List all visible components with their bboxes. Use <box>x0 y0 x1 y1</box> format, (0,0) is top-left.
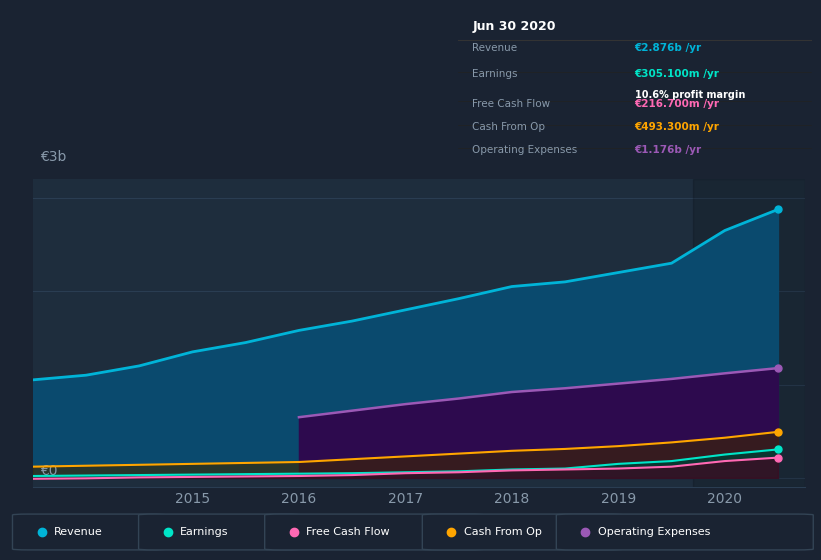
Text: Jun 30 2020: Jun 30 2020 <box>472 20 556 33</box>
Text: Operating Expenses: Operating Expenses <box>472 145 577 155</box>
Text: €305.100m /yr: €305.100m /yr <box>635 69 719 80</box>
Text: Revenue: Revenue <box>472 43 517 53</box>
Text: Cash From Op: Cash From Op <box>464 527 542 537</box>
Text: Revenue: Revenue <box>54 527 103 537</box>
Text: €216.700m /yr: €216.700m /yr <box>635 99 720 109</box>
Text: Cash From Op: Cash From Op <box>472 122 545 132</box>
Text: Free Cash Flow: Free Cash Flow <box>472 99 550 109</box>
FancyBboxPatch shape <box>139 514 301 550</box>
Text: €493.300m /yr: €493.300m /yr <box>635 122 719 132</box>
FancyBboxPatch shape <box>264 514 484 550</box>
Text: Free Cash Flow: Free Cash Flow <box>306 527 390 537</box>
FancyBboxPatch shape <box>12 514 165 550</box>
Text: €2.876b /yr: €2.876b /yr <box>635 43 702 53</box>
Text: Operating Expenses: Operating Expenses <box>598 527 710 537</box>
Text: €1.176b /yr: €1.176b /yr <box>635 145 702 155</box>
Text: Earnings: Earnings <box>181 527 229 537</box>
Text: €0: €0 <box>40 464 58 478</box>
Text: 10.6% profit margin: 10.6% profit margin <box>635 90 745 100</box>
Bar <box>693 179 805 487</box>
FancyBboxPatch shape <box>422 514 622 550</box>
FancyBboxPatch shape <box>557 514 814 550</box>
Text: €3b: €3b <box>40 150 67 164</box>
Text: Earnings: Earnings <box>472 69 518 80</box>
